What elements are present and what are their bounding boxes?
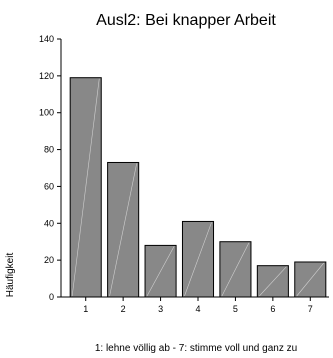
- x-tick-label: 2: [121, 304, 126, 314]
- x-tick-label: 1: [83, 304, 88, 314]
- y-tick-label: 0: [49, 292, 54, 302]
- y-tick-label: 20: [44, 255, 54, 265]
- y-tick-label: 80: [44, 145, 54, 155]
- bar-highlight: [146, 246, 175, 297]
- x-tick-label: 5: [233, 304, 238, 314]
- x-tick-label: 6: [270, 304, 275, 314]
- chart-title: Ausl2: Bei knapper Arbeit: [96, 12, 276, 29]
- x-tick-label: 3: [158, 304, 163, 314]
- bar-highlight: [184, 222, 212, 297]
- y-tick-label: 40: [44, 218, 54, 228]
- y-tick-label: 100: [39, 108, 54, 118]
- bar-highlight: [259, 266, 287, 297]
- y-tick-label: 120: [39, 71, 54, 81]
- bar-highlight: [109, 163, 137, 297]
- bar-highlight: [296, 262, 325, 297]
- x-tick-label: 7: [308, 304, 313, 314]
- y-tick-label: 60: [44, 181, 54, 191]
- y-tick-label: 140: [39, 34, 54, 44]
- bar-highlight: [221, 242, 250, 297]
- bar-highlight: [71, 78, 100, 297]
- plot-area: 0 20 40 60 80 100 120 140 1 2 3 4 5 6 7: [39, 34, 329, 314]
- x-tick-label: 4: [195, 304, 200, 314]
- y-axis-label: Häufigkeit: [5, 253, 16, 298]
- x-axis-label: 1: lehne völlig ab - 7: stimme voll und …: [95, 343, 297, 354]
